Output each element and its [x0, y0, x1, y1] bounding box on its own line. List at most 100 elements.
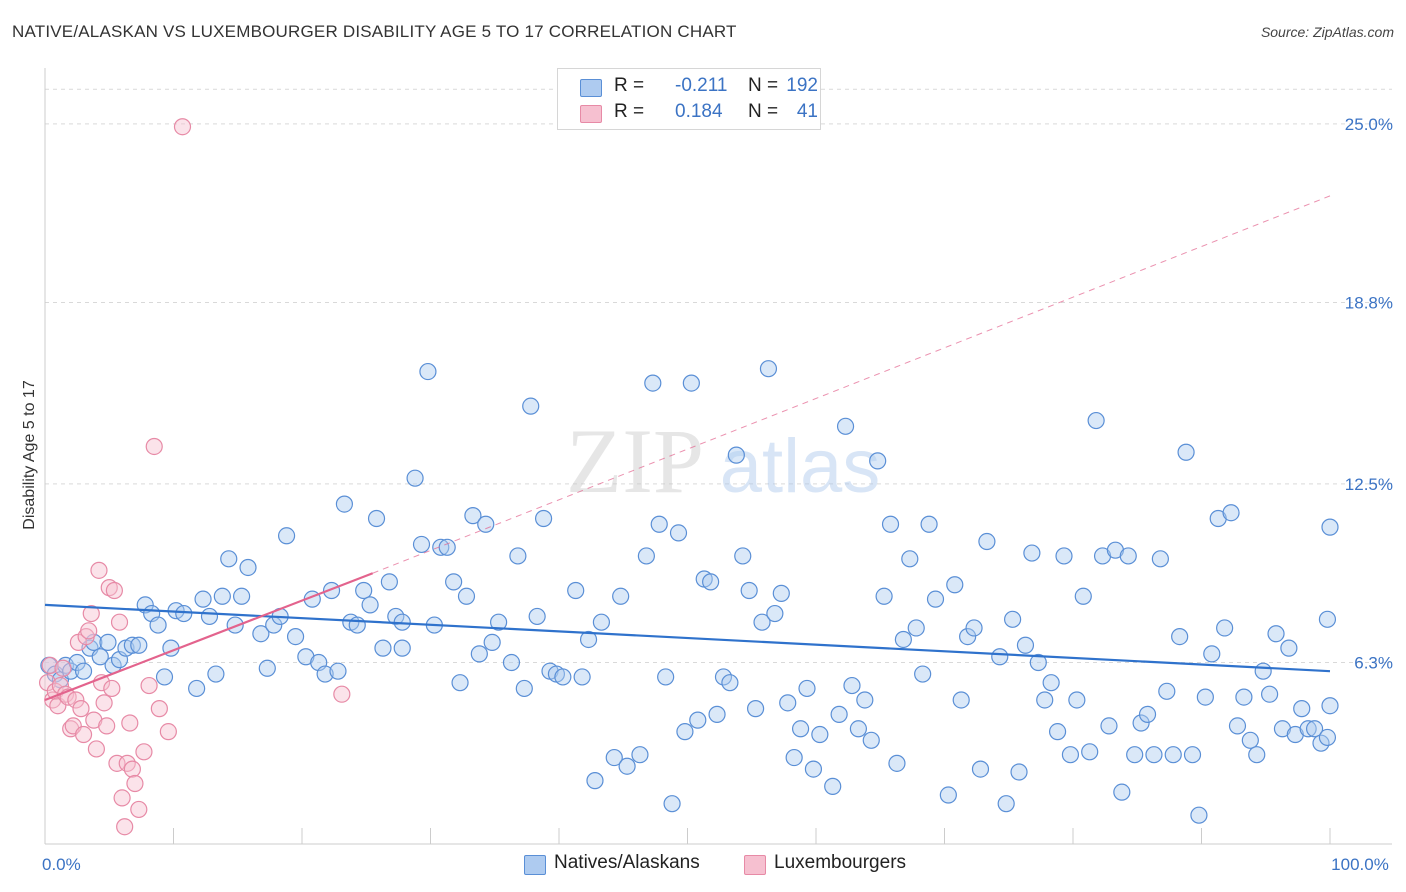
native-alaskan-point: [1318, 610, 1337, 628]
native-alaskan-point: [586, 772, 604, 790]
native-alaskan-point: [286, 627, 305, 646]
luxembourger-point: [173, 118, 192, 136]
native-alaskan-point: [612, 587, 630, 605]
native-alaskan-point: [1280, 639, 1298, 657]
native-alaskan-point: [1241, 731, 1259, 749]
native-alaskan-point: [1177, 443, 1195, 461]
native-alaskan-point: [502, 653, 521, 672]
native-alaskan-point: [1183, 746, 1202, 764]
native-alaskan-point: [1010, 763, 1028, 781]
legend-label-natives: Natives/Alaskans: [554, 852, 700, 873]
native-alaskan-point: [1171, 627, 1189, 646]
native-alaskan-point: [856, 691, 874, 709]
legend-swatch-natives: [580, 79, 602, 97]
native-alaskan-point: [631, 746, 649, 764]
native-alaskan-point: [1321, 518, 1339, 536]
native-alaskan-point: [592, 613, 611, 631]
native-alaskan-point: [926, 590, 945, 608]
native-alaskan-point: [811, 725, 829, 744]
native-alaskan-point: [432, 538, 450, 556]
native-alaskan-point: [573, 668, 591, 686]
native-alaskan-point: [894, 630, 912, 649]
native-alaskan-point: [1016, 636, 1035, 654]
native-alaskan-point: [824, 777, 842, 795]
native-alaskan-point: [483, 633, 501, 651]
native-alaskan-point: [534, 509, 553, 528]
native-alaskan-point: [798, 679, 816, 698]
native-alaskan-point: [682, 374, 700, 392]
natives-alaskans-points: [40, 360, 1339, 824]
native-alaskan-point: [753, 613, 771, 631]
y-axis-label: Disability Age 5 to 17: [21, 380, 38, 530]
native-alaskan-point: [849, 720, 868, 738]
luxembourger-point: [74, 725, 93, 744]
luxembourger-point: [159, 723, 177, 741]
native-alaskan-point: [959, 627, 977, 646]
legend-n-value: 41: [796, 101, 818, 122]
native-alaskan-point: [1126, 746, 1144, 764]
native-alaskan-point: [952, 691, 970, 709]
legend-swatch-luxembourgers: [580, 105, 602, 123]
luxembourgers-trend-extension: [372, 195, 1331, 574]
native-alaskan-point: [155, 668, 174, 686]
native-alaskan-point: [74, 662, 93, 680]
native-alaskan-point: [836, 417, 855, 435]
native-alaskan-point: [361, 596, 379, 614]
native-alaskan-point: [220, 550, 238, 568]
native-alaskan-point: [1312, 734, 1330, 752]
native-alaskan-point: [779, 694, 797, 712]
native-alaskan-point: [939, 786, 957, 804]
watermark-zip: ZIP: [566, 410, 704, 512]
native-alaskan-point: [978, 532, 996, 551]
legend-n-value: 192: [786, 75, 818, 96]
legend-r-value: 0.184: [675, 101, 723, 122]
legend-swatch-luxembourgers: [744, 855, 766, 875]
native-alaskan-point: [1151, 550, 1169, 568]
luxembourger-point: [95, 694, 113, 712]
legend-r-value: -0.211: [675, 75, 728, 96]
native-alaskan-point: [1145, 746, 1163, 764]
native-alaskan-point: [149, 616, 167, 634]
native-alaskan-point: [1029, 653, 1047, 672]
native-alaskan-point: [1138, 705, 1157, 723]
native-alaskan-point: [618, 757, 636, 775]
native-alaskan-point: [123, 636, 141, 654]
native-alaskan-point: [869, 452, 887, 470]
y-tick-label: 18.8%: [1345, 293, 1393, 312]
native-alaskan-point: [1132, 714, 1150, 732]
native-alaskan-point: [239, 558, 257, 577]
native-alaskan-point: [721, 674, 739, 692]
native-alaskan-point: [1004, 610, 1022, 628]
native-alaskan-point: [1248, 746, 1266, 764]
native-alaskan-point: [644, 374, 662, 392]
luxembourger-point: [130, 800, 148, 819]
luxembourger-point: [113, 789, 131, 807]
native-alaskan-point: [528, 607, 546, 626]
x-tick-label: 100.0%: [1331, 855, 1389, 874]
native-alaskan-point: [419, 362, 437, 381]
native-alaskan-point: [438, 538, 456, 556]
native-alaskan-point: [1036, 691, 1054, 709]
native-alaskan-point: [188, 679, 206, 698]
luxembourger-point: [145, 437, 163, 456]
luxembourger-point: [126, 774, 144, 793]
luxembourgers-trend-line: [44, 572, 374, 701]
legend-n-label: N =: [748, 101, 779, 122]
native-alaskan-point: [1254, 662, 1272, 680]
native-alaskan-point: [605, 748, 623, 767]
correlation-legend: R = -0.211 N = 192 R = 0.184 N = 41: [557, 68, 821, 130]
x-tick-label: 0.0%: [42, 855, 81, 874]
native-alaskan-point: [1164, 746, 1182, 764]
native-alaskan-point: [515, 679, 533, 698]
y-tick-label: 12.5%: [1345, 475, 1393, 494]
luxembourger-point: [103, 679, 121, 698]
native-alaskan-point: [374, 639, 392, 657]
native-alaskan-point: [1087, 411, 1105, 430]
native-alaskan-point: [130, 636, 148, 654]
luxembourger-point: [121, 714, 139, 732]
native-alaskan-point: [464, 507, 482, 525]
luxembourger-point: [90, 561, 108, 579]
luxembourger-point: [80, 622, 98, 640]
y-tick-label: 6.3%: [1354, 654, 1393, 673]
